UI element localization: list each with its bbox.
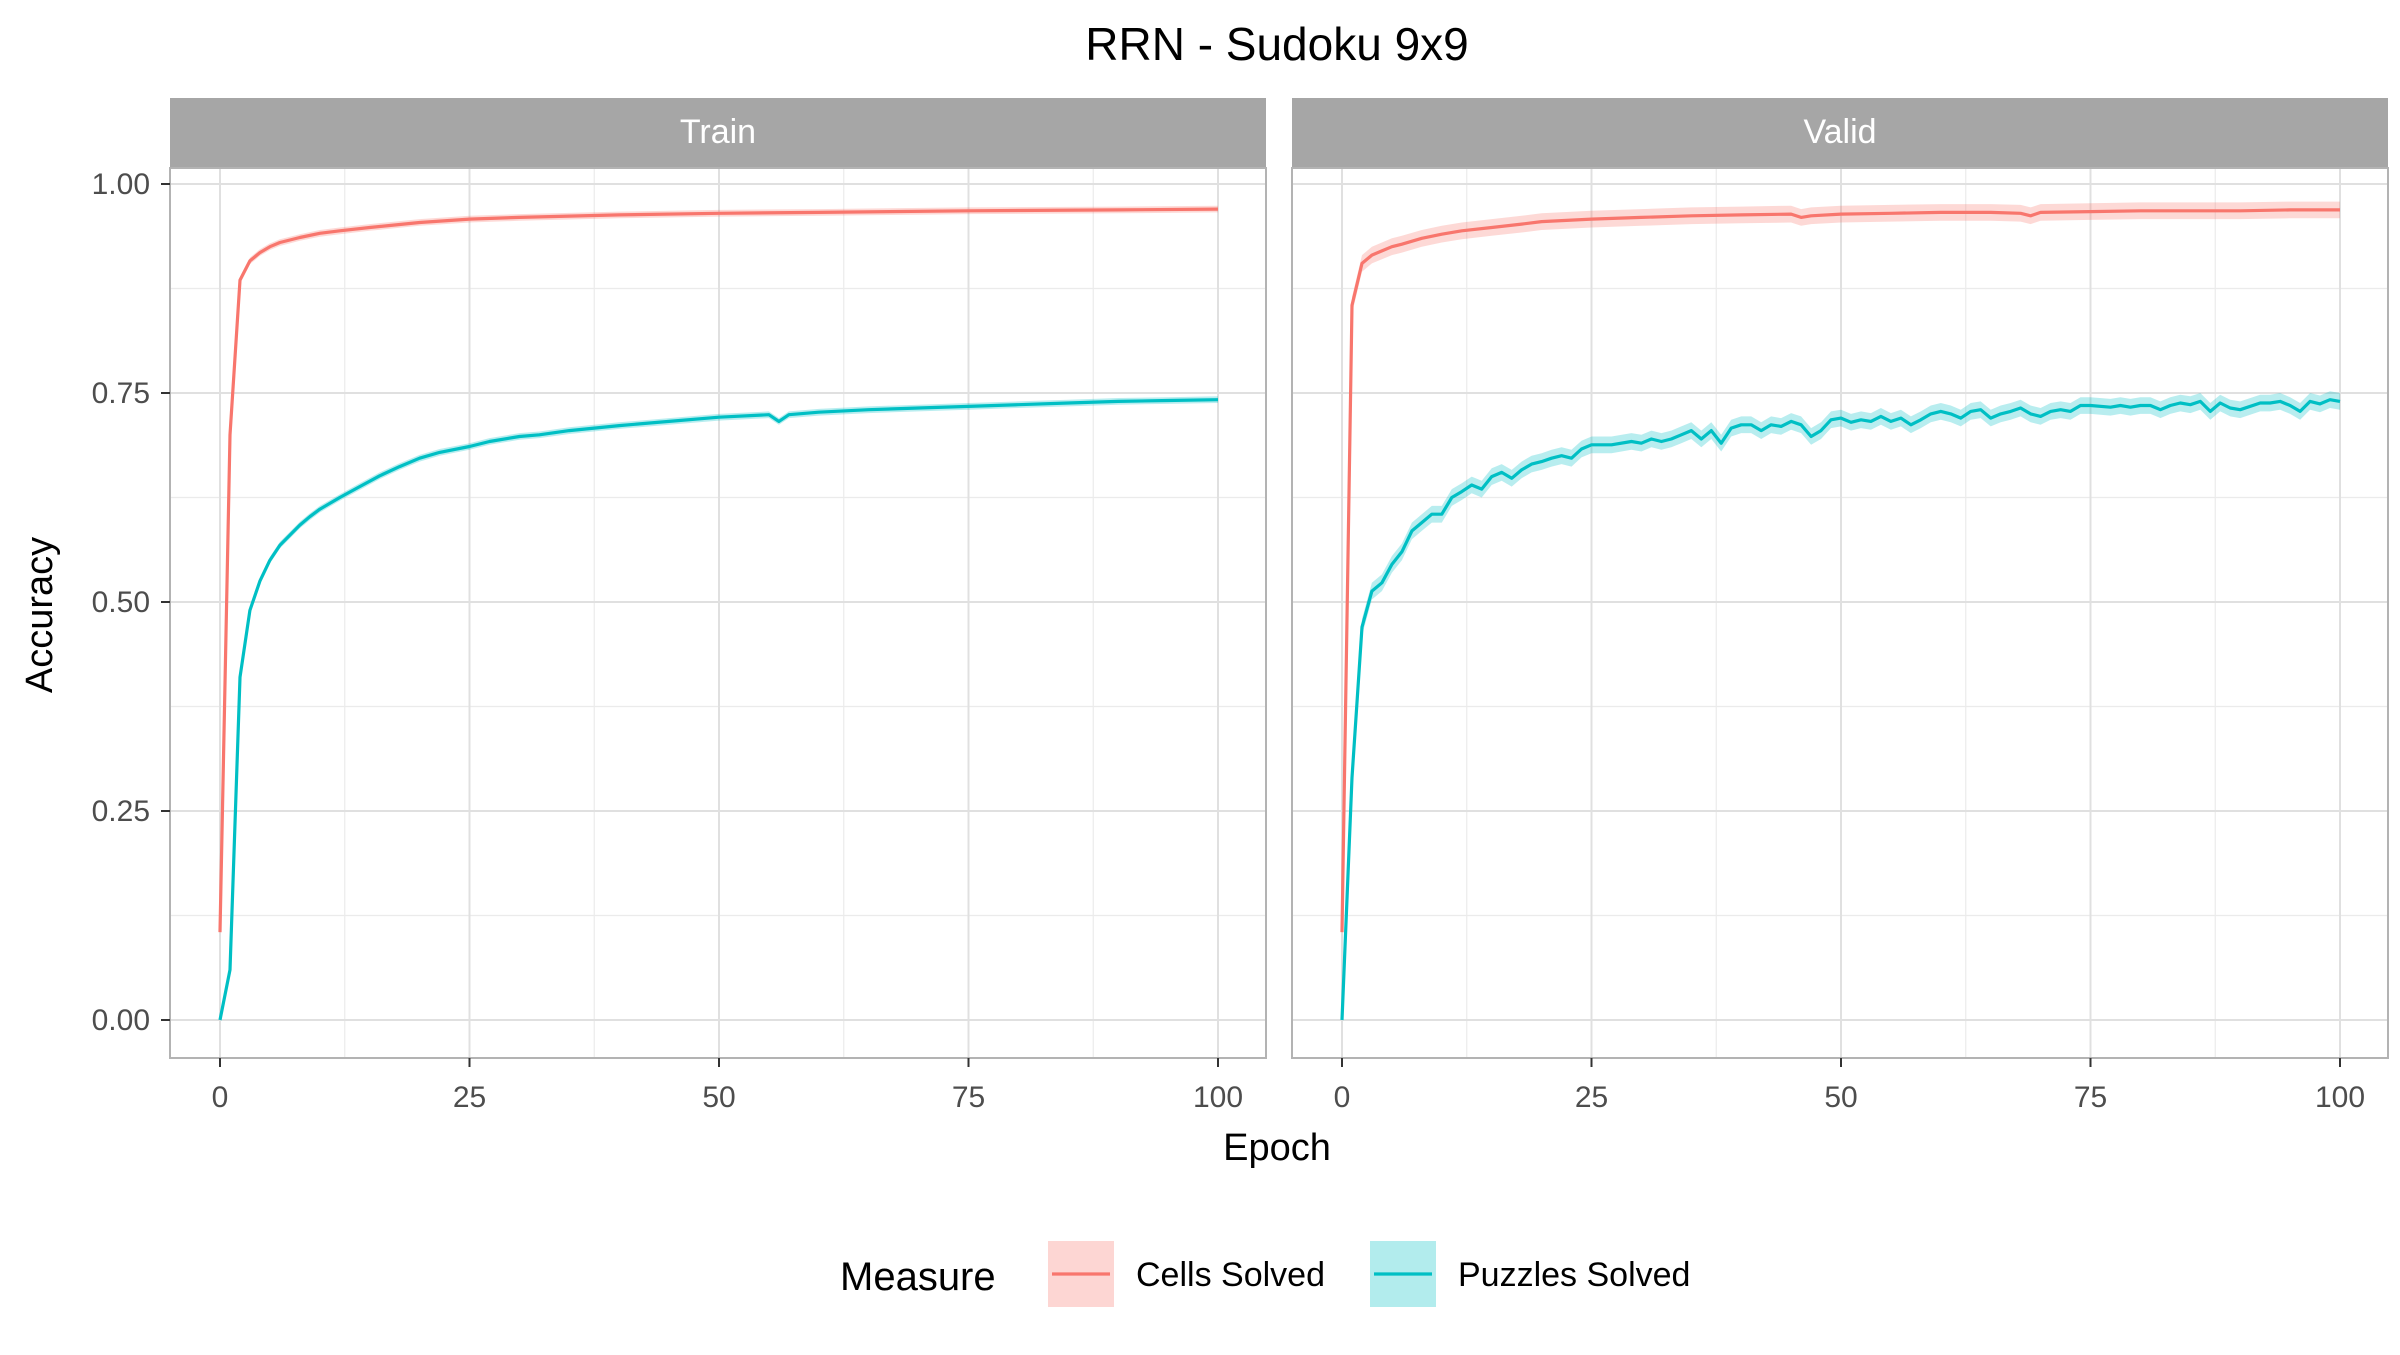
series-line-cells-solved [1340,208,2340,933]
x-tick-label: 75 [952,1081,985,1114]
x-tick-label: 25 [453,1081,486,1114]
grid [170,168,1266,1058]
x-tick-label: 100 [1193,1081,1243,1114]
x-tick-label: 25 [1575,1081,1608,1114]
facet-strip [170,98,1266,168]
legend-label-cells-solved: Cells Solved [1136,1256,1325,1294]
series-line-puzzles-solved [218,398,1219,1021]
x-tick-label: 50 [1824,1081,1857,1114]
facet-strip-label: Valid [1803,113,1876,151]
legend-label-puzzles-solved: Puzzles Solved [1458,1256,1690,1294]
x-tick-label: 100 [2315,1081,2365,1114]
y-tick-label: 0.75 [92,377,150,410]
legend-title: Measure [840,1255,996,1299]
x-axis-label: Epoch [1223,1127,1331,1169]
x-tick-label: 50 [702,1081,735,1114]
facets: Train 0 25 50 75 100 0.00 0.25 0.50 0.75 1.00 Valid… [92,98,2389,1114]
legend-entry-cells-solved: Cells Solved [1048,1241,1325,1307]
facet-panel-train: Train 0 25 50 75 100 0.00 0.25 0.50 0.75 1.00 [92,98,1267,1114]
y-tick-label: 1.00 [92,168,150,201]
y-tick-label: 0.25 [92,795,150,828]
y-tick-label: 0.50 [92,586,150,619]
y-tick-label: 0.00 [92,1004,150,1037]
legend-entry-puzzles-solved: Puzzles Solved [1370,1241,1690,1307]
x-tick-label: 0 [212,1081,229,1114]
legend-entries: Cells Solved Puzzles Solved [1048,1241,1690,1307]
facet-strip [1292,98,2388,168]
chart-title: RRN - Sudoku 9x9 [1085,18,1469,70]
x-tick-label: 0 [1334,1081,1351,1114]
series-line-puzzles-solved [1340,398,2341,1021]
facet-strip-label: Train [680,113,756,151]
facet-panel-valid: Valid 0 25 50 75 100 [1291,98,2389,1114]
legend: Measure Cells Solved Puzzles Solved [840,1241,1690,1307]
grid [1292,168,2388,1058]
y-axis-label: Accuracy [19,537,61,693]
x-tick-label: 75 [2074,1081,2107,1114]
series-line-cells-solved [218,207,1219,933]
